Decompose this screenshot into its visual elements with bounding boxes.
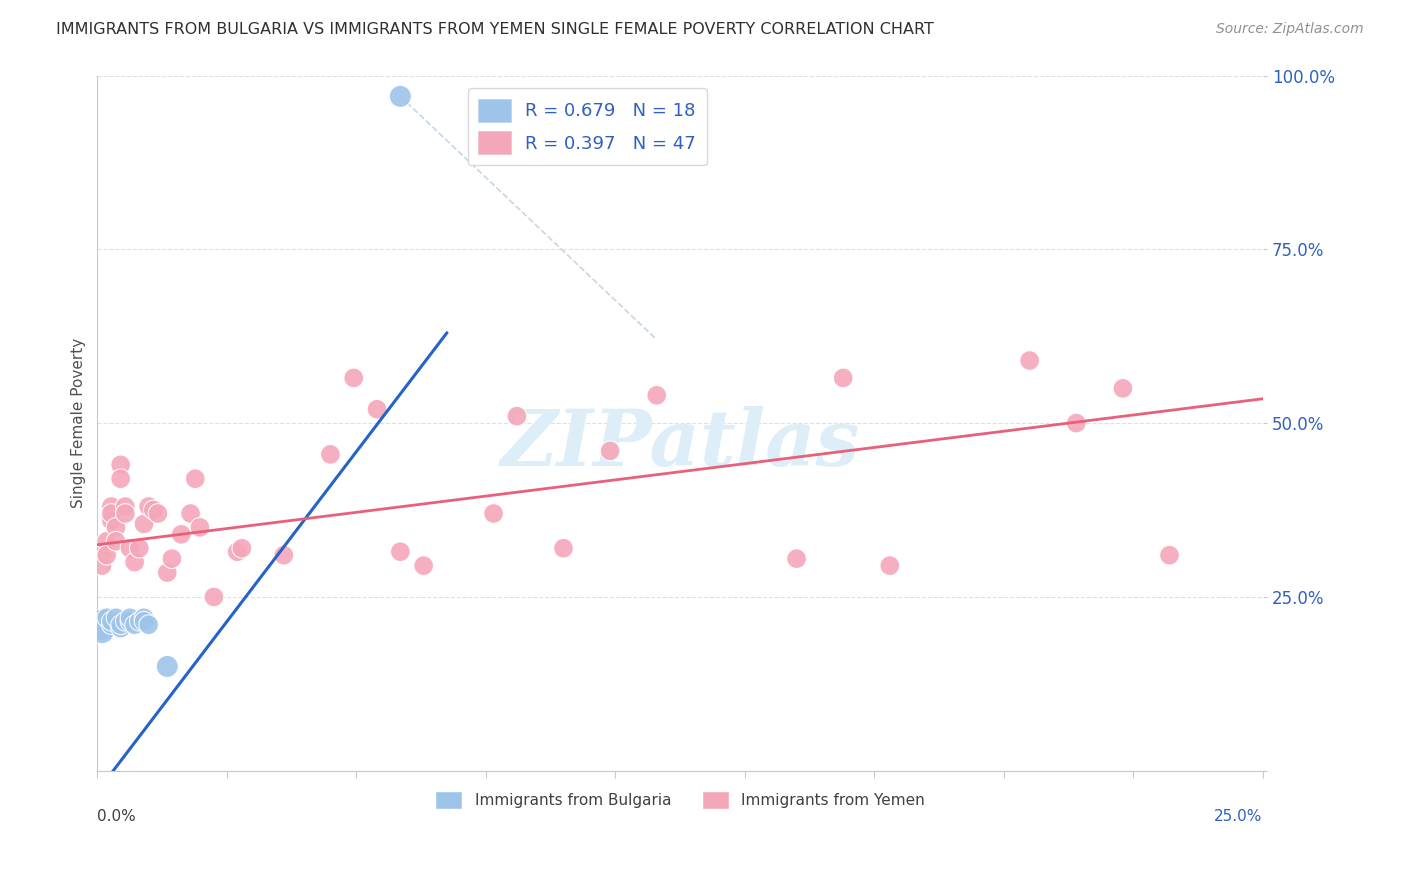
- Point: [100, 507, 122, 521]
- Point: [202, 590, 225, 604]
- Point: [1159, 548, 1181, 562]
- Point: [832, 371, 855, 385]
- Point: [114, 614, 136, 628]
- Point: [879, 558, 901, 573]
- Point: [599, 444, 621, 458]
- Point: [389, 89, 412, 103]
- Point: [138, 617, 160, 632]
- Point: [110, 621, 132, 635]
- Point: [96, 534, 118, 549]
- Point: [114, 507, 136, 521]
- Point: [132, 611, 155, 625]
- Point: [786, 551, 808, 566]
- Point: [506, 409, 529, 424]
- Point: [105, 611, 128, 625]
- Point: [180, 507, 202, 521]
- Point: [96, 611, 118, 625]
- Point: [482, 507, 505, 521]
- Point: [118, 611, 141, 625]
- Point: [128, 614, 150, 628]
- Point: [389, 545, 412, 559]
- Point: [91, 558, 114, 573]
- Point: [118, 614, 141, 628]
- Point: [110, 617, 132, 632]
- Y-axis label: Single Female Poverty: Single Female Poverty: [72, 338, 86, 508]
- Point: [366, 402, 388, 417]
- Point: [105, 520, 128, 534]
- Point: [96, 548, 118, 562]
- Point: [124, 617, 146, 632]
- Point: [114, 500, 136, 514]
- Point: [146, 507, 169, 521]
- Point: [110, 458, 132, 472]
- Text: ZIPatlas: ZIPatlas: [501, 406, 859, 483]
- Text: IMMIGRANTS FROM BULGARIA VS IMMIGRANTS FROM YEMEN SINGLE FEMALE POVERTY CORRELAT: IMMIGRANTS FROM BULGARIA VS IMMIGRANTS F…: [56, 22, 934, 37]
- Point: [156, 566, 179, 580]
- Point: [412, 558, 434, 573]
- Text: Source: ZipAtlas.com: Source: ZipAtlas.com: [1216, 22, 1364, 37]
- Point: [1112, 381, 1135, 395]
- Point: [100, 500, 122, 514]
- Point: [319, 447, 342, 461]
- Point: [124, 555, 146, 569]
- Point: [231, 541, 253, 556]
- Point: [188, 520, 211, 534]
- Point: [142, 503, 165, 517]
- Point: [128, 541, 150, 556]
- Point: [91, 548, 114, 562]
- Point: [160, 551, 183, 566]
- Point: [100, 617, 122, 632]
- Point: [273, 548, 295, 562]
- Point: [553, 541, 575, 556]
- Point: [100, 513, 122, 527]
- Point: [170, 527, 193, 541]
- Point: [132, 516, 155, 531]
- Point: [132, 614, 155, 628]
- Point: [91, 617, 114, 632]
- Point: [226, 545, 249, 559]
- Point: [138, 500, 160, 514]
- Point: [105, 534, 128, 549]
- Point: [91, 624, 114, 639]
- Point: [100, 614, 122, 628]
- Point: [343, 371, 366, 385]
- Text: 25.0%: 25.0%: [1215, 809, 1263, 824]
- Point: [118, 541, 141, 556]
- Legend: Immigrants from Bulgaria, Immigrants from Yemen: Immigrants from Bulgaria, Immigrants fro…: [429, 785, 931, 815]
- Text: 0.0%: 0.0%: [97, 809, 136, 824]
- Point: [110, 472, 132, 486]
- Point: [1064, 416, 1087, 430]
- Point: [645, 388, 668, 402]
- Point: [1018, 353, 1040, 368]
- Point: [156, 659, 179, 673]
- Point: [184, 472, 207, 486]
